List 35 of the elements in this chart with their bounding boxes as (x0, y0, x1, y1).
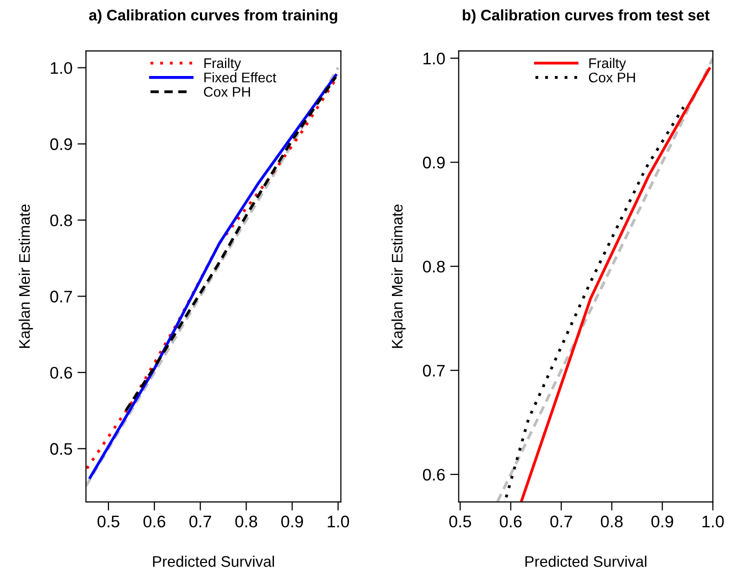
y-tick-label: 0.9 (50, 138, 72, 150)
x-tick-label: 0.8 (600, 516, 623, 528)
y-axis-title: Kaplan Meir Estimate (18, 204, 33, 348)
y-tick-label: 0.8 (50, 214, 72, 226)
x-tick-label: 0.7 (189, 516, 212, 528)
legend-label: Frailty (204, 58, 242, 71)
x-tick-label: 1.0 (702, 516, 724, 528)
y-tick-label: 0.8 (422, 260, 445, 273)
y-tick-label: 0.5 (50, 443, 72, 455)
x-tick-label: 0.5 (449, 516, 472, 528)
y-tick-label: 1.0 (50, 62, 72, 74)
x-axis-title: Predicted Survival (153, 556, 274, 567)
x-tick-label: 0.5 (98, 516, 120, 528)
y-tick-label: 0.7 (422, 364, 445, 377)
y-tick-label: 0.6 (422, 468, 445, 481)
legend-label: Cox PH (204, 86, 250, 97)
x-axis-title: Predicted Survival (525, 556, 646, 567)
y-axis-title: Kaplan Meir Estimate (391, 204, 406, 348)
x-tick-label: 0.9 (651, 516, 674, 528)
y-tick-label: 0.9 (422, 156, 445, 168)
legend-label: Frailty (589, 58, 626, 71)
chart-title: a) Calibration curves from training (89, 9, 338, 24)
y-tick-label: 0.7 (50, 290, 72, 302)
x-tick-label: 0.6 (500, 516, 522, 528)
chart-title: b) Calibration curves from test set (462, 9, 710, 24)
line-series (504, 106, 685, 499)
x-tick-label: 0.6 (143, 516, 166, 528)
x-tick-label: 1.0 (328, 516, 350, 528)
y-tick-label: 0.6 (50, 366, 72, 379)
legend-label: Fixed Effect (204, 72, 276, 82)
y-tick-label: 1.0 (424, 52, 445, 64)
x-tick-label: 0.7 (550, 516, 572, 528)
x-tick-label: 0.9 (281, 516, 303, 528)
x-tick-label: 0.8 (235, 516, 258, 528)
legend-label: Cox PH (588, 72, 635, 82)
